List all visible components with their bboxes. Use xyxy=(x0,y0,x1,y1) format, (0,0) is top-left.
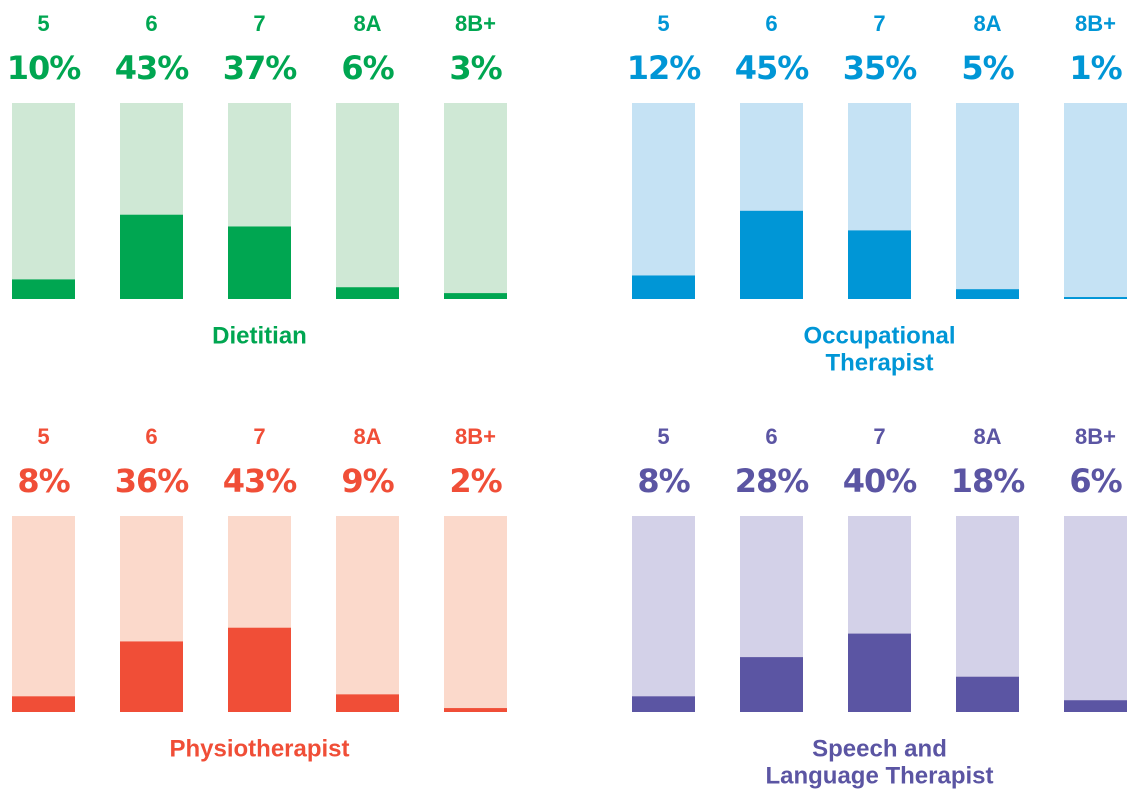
category-label: 6 xyxy=(765,11,777,36)
bar-track xyxy=(956,103,1019,299)
chart-title: Therapist xyxy=(825,349,933,376)
value-label: 8% xyxy=(17,462,70,500)
chart-title: Speech and xyxy=(812,735,947,762)
bar xyxy=(848,633,911,712)
bar-track xyxy=(12,516,75,712)
category-label: 5 xyxy=(657,11,669,36)
bar xyxy=(444,708,507,712)
value-label: 18% xyxy=(951,462,1026,500)
bar xyxy=(632,696,695,712)
category-label: 5 xyxy=(37,11,49,36)
bar-track xyxy=(632,103,695,299)
value-label: 35% xyxy=(843,49,918,87)
value-label: 8% xyxy=(637,462,690,500)
value-label: 6% xyxy=(341,49,394,87)
bar-track xyxy=(632,516,695,712)
category-label: 8B+ xyxy=(1075,424,1116,449)
category-label: 8A xyxy=(353,424,381,449)
value-label: 45% xyxy=(735,49,810,87)
value-label: 43% xyxy=(115,49,190,87)
chart-title: Occupational xyxy=(803,322,955,349)
value-label: 3% xyxy=(449,49,502,87)
value-label: 12% xyxy=(627,49,702,87)
value-label: 1% xyxy=(1069,49,1122,87)
bar xyxy=(228,226,291,299)
value-label: 5% xyxy=(961,49,1014,87)
bar-track xyxy=(1064,516,1127,712)
value-label: 43% xyxy=(223,462,298,500)
chart-title: Physiotherapist xyxy=(169,735,349,762)
bar xyxy=(336,694,399,712)
value-label: 10% xyxy=(7,49,82,87)
bar xyxy=(956,289,1019,299)
value-label: 2% xyxy=(449,462,502,500)
bar-track xyxy=(12,103,75,299)
bar xyxy=(12,279,75,299)
value-label: 37% xyxy=(223,49,298,87)
category-label: 8B+ xyxy=(455,424,496,449)
category-label: 7 xyxy=(873,424,885,449)
category-label: 8B+ xyxy=(1075,11,1116,36)
category-label: 7 xyxy=(253,424,265,449)
bar xyxy=(336,287,399,299)
bar-track xyxy=(1064,103,1127,299)
value-label: 6% xyxy=(1069,462,1122,500)
bar xyxy=(444,293,507,299)
bar-track xyxy=(336,516,399,712)
bar xyxy=(228,627,291,712)
category-label: 6 xyxy=(765,424,777,449)
category-label: 5 xyxy=(657,424,669,449)
chart-title: Dietitian xyxy=(212,322,307,349)
bar xyxy=(740,657,803,712)
category-label: 8A xyxy=(353,11,381,36)
value-label: 36% xyxy=(115,462,190,500)
value-label: 9% xyxy=(341,462,394,500)
value-label: 28% xyxy=(735,462,810,500)
bar xyxy=(120,641,183,712)
category-label: 6 xyxy=(145,11,157,36)
bar xyxy=(632,275,695,299)
bar xyxy=(1064,700,1127,712)
bar xyxy=(12,696,75,712)
bar xyxy=(120,214,183,299)
category-label: 6 xyxy=(145,424,157,449)
category-label: 8A xyxy=(973,424,1001,449)
bar-track xyxy=(444,103,507,299)
category-label: 8A xyxy=(973,11,1001,36)
bar-track xyxy=(444,516,507,712)
bar-track xyxy=(336,103,399,299)
value-label: 40% xyxy=(843,462,918,500)
category-label: 7 xyxy=(873,11,885,36)
chart-title: Language Therapist xyxy=(765,762,993,789)
category-label: 7 xyxy=(253,11,265,36)
bar xyxy=(1064,297,1127,299)
bar xyxy=(956,676,1019,712)
category-label: 8B+ xyxy=(455,11,496,36)
bar xyxy=(848,230,911,299)
category-label: 5 xyxy=(37,424,49,449)
bar xyxy=(740,210,803,299)
